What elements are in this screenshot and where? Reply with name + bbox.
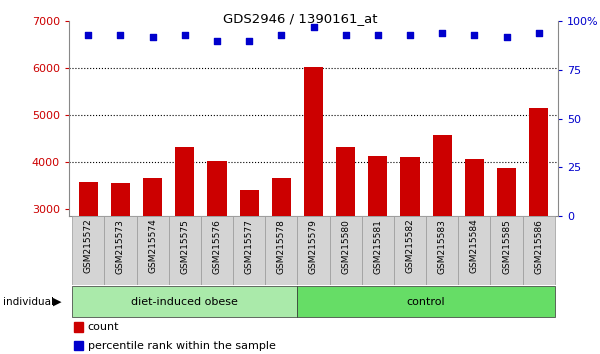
Text: GSM215584: GSM215584 [470,219,479,273]
Text: GSM215575: GSM215575 [181,219,190,274]
Point [116,32,125,38]
Bar [111,183,130,350]
Point [244,38,254,44]
Text: percentile rank within the sample: percentile rank within the sample [88,341,275,350]
Point [502,34,511,40]
FancyBboxPatch shape [394,216,426,285]
Bar [79,182,98,350]
Text: GSM215572: GSM215572 [84,219,93,273]
Bar [272,178,291,350]
FancyBboxPatch shape [458,216,490,285]
Text: GSM215576: GSM215576 [212,219,221,274]
Bar [400,157,419,350]
Bar [208,161,227,350]
FancyBboxPatch shape [137,216,169,285]
Text: GSM215573: GSM215573 [116,219,125,274]
Text: GSM215574: GSM215574 [148,219,157,273]
Text: GSM215579: GSM215579 [309,219,318,274]
Text: ▶: ▶ [53,297,61,307]
FancyBboxPatch shape [265,216,298,285]
FancyBboxPatch shape [523,216,555,285]
FancyBboxPatch shape [362,216,394,285]
Point [534,30,544,36]
FancyBboxPatch shape [104,216,137,285]
FancyBboxPatch shape [329,216,362,285]
Point [341,32,350,38]
Bar [239,190,259,350]
Text: GSM215585: GSM215585 [502,219,511,274]
Text: control: control [407,297,445,307]
FancyBboxPatch shape [72,216,104,285]
Text: GDS2946 / 1390161_at: GDS2946 / 1390161_at [223,12,377,25]
Text: GSM215582: GSM215582 [406,219,415,273]
FancyBboxPatch shape [490,216,523,285]
Bar [368,156,388,350]
Text: GSM215583: GSM215583 [437,219,446,274]
FancyBboxPatch shape [233,216,265,285]
FancyBboxPatch shape [298,216,329,285]
Text: GSM215586: GSM215586 [534,219,543,274]
Bar [74,341,83,350]
Bar [465,159,484,350]
Bar [529,108,548,350]
FancyBboxPatch shape [201,216,233,285]
Point [277,32,286,38]
Point [437,30,447,36]
FancyBboxPatch shape [426,216,458,285]
Point [180,32,190,38]
FancyBboxPatch shape [72,286,298,317]
Point [309,24,319,30]
Text: GSM215578: GSM215578 [277,219,286,274]
FancyBboxPatch shape [169,216,201,285]
Bar [175,147,194,350]
Point [405,32,415,38]
Text: count: count [88,322,119,332]
Text: GSM215577: GSM215577 [245,219,254,274]
Bar [74,322,83,332]
FancyBboxPatch shape [298,286,555,317]
Bar [433,135,452,350]
Point [83,32,93,38]
Point [470,32,479,38]
Point [212,38,222,44]
Bar [336,147,355,350]
Bar [304,67,323,350]
Point [373,32,383,38]
Text: diet-induced obese: diet-induced obese [131,297,238,307]
Text: GSM215581: GSM215581 [373,219,382,274]
Bar [497,168,516,350]
Point [148,34,157,40]
Bar [143,178,162,350]
Text: individual: individual [3,297,54,307]
Text: GSM215580: GSM215580 [341,219,350,274]
